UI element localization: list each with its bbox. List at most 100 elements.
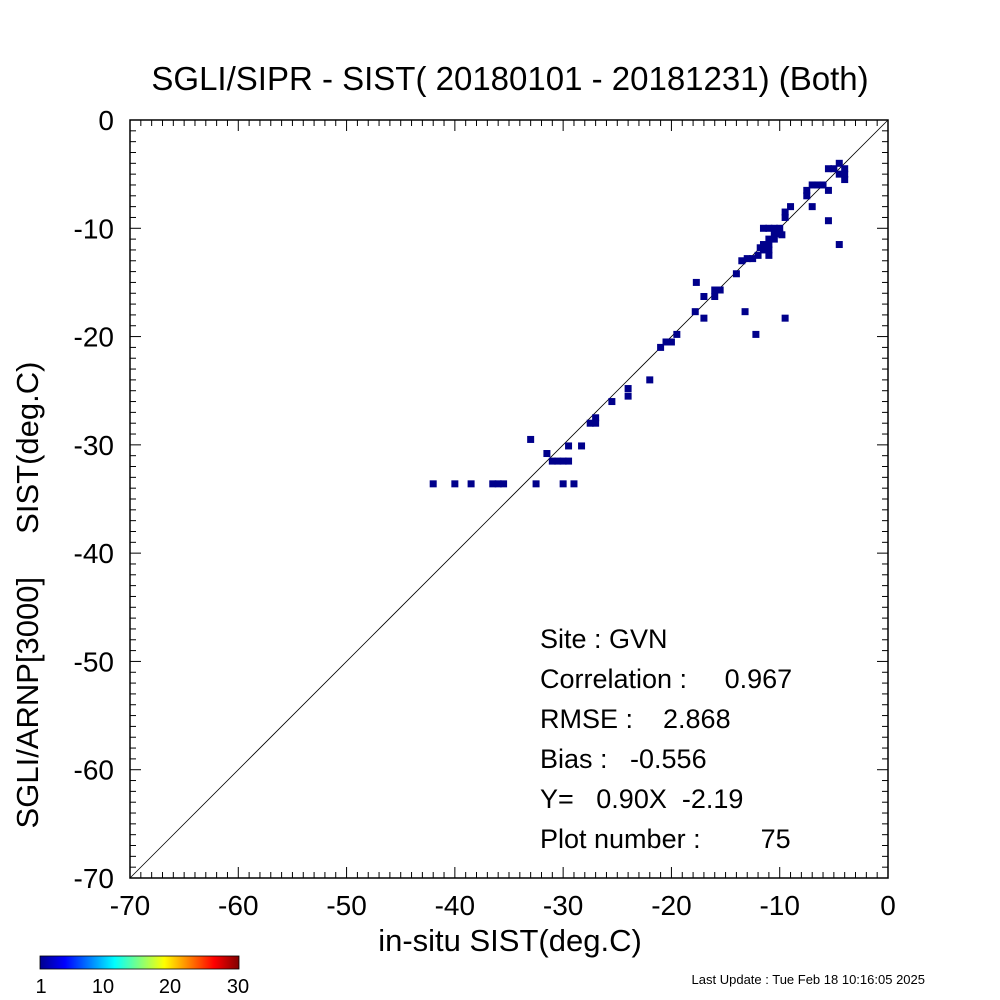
data-point xyxy=(667,338,675,346)
y-tick-label: -40 xyxy=(74,538,114,569)
stat-correlation: Correlation : 0.967 xyxy=(540,664,792,694)
y-tick-label: 0 xyxy=(98,105,114,136)
chart-title: SGLI/SIPR - SIST( 20180101 - 20181231) (… xyxy=(151,60,868,97)
data-point xyxy=(841,170,849,178)
stat-rmse: RMSE : 2.868 xyxy=(540,704,731,734)
data-point xyxy=(692,278,700,286)
data-point xyxy=(532,480,540,488)
x-axis-label: in-situ SIST(deg.C) xyxy=(378,923,642,958)
data-point xyxy=(770,235,778,243)
colorbar-gradient xyxy=(39,955,240,970)
data-point xyxy=(543,450,551,458)
data-point xyxy=(778,231,786,239)
data-point xyxy=(808,203,816,211)
data-point xyxy=(451,480,459,488)
data-point xyxy=(646,376,654,384)
data-point xyxy=(776,224,784,232)
y-tick-labels: -70 -60 -50 -40 -30 -20 -10 0 xyxy=(74,105,114,894)
stat-plot-number: Plot number : 75 xyxy=(540,824,791,854)
data-point xyxy=(662,338,670,346)
data-point xyxy=(770,224,778,232)
data-point xyxy=(711,293,719,301)
stat-bias: Bias : -0.556 xyxy=(540,744,707,774)
x-tick-label: -70 xyxy=(110,890,150,921)
data-point xyxy=(554,457,562,465)
data-point xyxy=(808,181,816,189)
colorbar-tick: 10 xyxy=(92,976,114,998)
data-point xyxy=(781,213,789,221)
data-point xyxy=(624,385,632,393)
data-point xyxy=(624,392,632,400)
data-point xyxy=(467,480,475,488)
data-point xyxy=(781,208,789,216)
colorbar-tick: 20 xyxy=(159,976,181,998)
stat-site: Site : GVN xyxy=(540,624,668,654)
data-point xyxy=(752,330,760,338)
x-tick-label: -20 xyxy=(651,890,691,921)
data-point xyxy=(770,230,778,238)
colorbar-tick: 1 xyxy=(35,976,46,998)
y-tick-label: -50 xyxy=(74,646,114,677)
data-point xyxy=(787,203,795,211)
data-point xyxy=(700,293,708,301)
data-point xyxy=(765,235,773,243)
x-tick-labels: -70 -60 -50 -40 -30 -20 -10 0 xyxy=(110,890,896,921)
x-tick-label: -60 xyxy=(218,890,258,921)
data-point xyxy=(691,308,699,316)
data-point xyxy=(673,330,681,338)
data-point xyxy=(527,435,535,443)
x-tick-label: -30 xyxy=(543,890,583,921)
data-point xyxy=(711,286,719,294)
data-point xyxy=(738,257,746,265)
stats-box: Site : GVN Correlation : 0.967 RMSE : 2.… xyxy=(540,624,792,854)
data-point xyxy=(819,181,827,189)
data-point xyxy=(429,480,437,488)
data-point xyxy=(754,251,762,259)
data-point xyxy=(803,186,811,194)
data-point xyxy=(500,480,508,488)
minor-ticks xyxy=(129,119,889,879)
y-tick-label: -60 xyxy=(74,755,114,786)
x-tick-label: 0 xyxy=(880,890,896,921)
data-point xyxy=(578,442,586,450)
data-point xyxy=(841,165,849,173)
last-update: Last Update : Tue Feb 18 10:16:05 2025 xyxy=(692,972,925,987)
data-point xyxy=(608,398,616,406)
data-point xyxy=(765,251,773,259)
y-axis-label: SGLI/ARNP[3000] SIST(deg.C) xyxy=(10,362,45,829)
data-point xyxy=(489,480,497,488)
data-point xyxy=(592,414,600,422)
data-point xyxy=(803,192,811,200)
data-point xyxy=(759,241,767,249)
y-tick-label: -10 xyxy=(74,213,114,244)
data-point xyxy=(759,246,767,254)
data-point xyxy=(559,457,567,465)
data-point xyxy=(716,286,724,294)
data-point xyxy=(835,241,843,249)
y-tick-label: -70 xyxy=(74,863,114,894)
data-point xyxy=(586,419,594,427)
data-point xyxy=(741,308,749,316)
x-tick-label: -10 xyxy=(759,890,799,921)
data-point xyxy=(824,165,832,173)
stat-regression: Y= 0.90X -2.19 xyxy=(540,784,743,814)
data-point xyxy=(548,457,556,465)
data-point xyxy=(749,255,757,263)
data-point xyxy=(814,181,822,189)
data-point xyxy=(781,314,789,322)
data-point xyxy=(565,442,573,450)
data-point xyxy=(830,165,838,173)
y-tick-label: -20 xyxy=(74,322,114,353)
data-point xyxy=(700,314,708,322)
data-point xyxy=(835,159,843,167)
colorbar: 1 10 20 30 xyxy=(35,955,249,998)
x-tick-label: -40 xyxy=(435,890,475,921)
data-point xyxy=(732,270,740,278)
y-tick-label: -30 xyxy=(74,430,114,461)
data-point xyxy=(759,224,767,232)
colorbar-tick: 30 xyxy=(227,976,249,998)
data-point xyxy=(765,224,773,232)
data-point xyxy=(841,176,849,184)
data-points xyxy=(429,159,849,488)
